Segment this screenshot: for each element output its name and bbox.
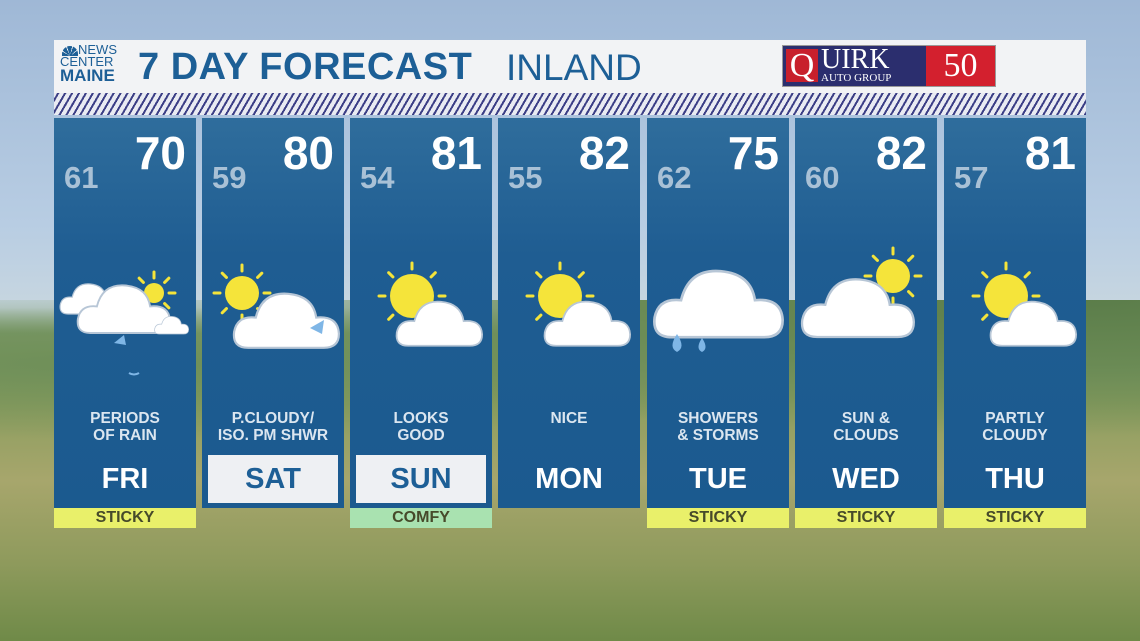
low-temp: 61 — [64, 160, 99, 195]
region-subtitle: INLAND — [506, 47, 642, 88]
low-temp: 54 — [360, 160, 395, 195]
logo-line-3: MAINE — [60, 66, 115, 85]
sun-cloud-icon — [377, 261, 484, 347]
day-column-tue: 62 75 SHOWERS & STORMS TUE — [647, 118, 789, 508]
condition-line-2: GOOD — [397, 427, 445, 444]
condition-text: PARTLY CLOUDY — [944, 410, 1086, 444]
day-label: SAT — [208, 455, 338, 503]
condition-line-1: NICE — [550, 410, 588, 427]
forecast-header: NEWS CENTER MAINE 7 DAY FORECAST INLAND … — [54, 40, 1086, 93]
condition-line-1: PARTLY — [985, 410, 1045, 427]
sponsor-sub: AUTO GROUP — [821, 72, 892, 84]
low-temp: 55 — [508, 160, 543, 195]
condition-text: SHOWERS & STORMS — [647, 410, 789, 444]
condition-text: LOOKS GOOD — [350, 410, 492, 444]
day-label: WED — [832, 463, 900, 495]
high-temp: 81 — [430, 127, 482, 179]
day-label: TUE — [689, 463, 747, 495]
comfort-tag: STICKY — [647, 508, 789, 528]
comfort-tag: STICKY — [944, 508, 1086, 528]
day-label: MON — [535, 463, 603, 495]
hatch-divider — [54, 93, 1086, 115]
page-title: 7 DAY FORECAST — [138, 46, 473, 88]
cloud-rain-sun-icon — [59, 270, 190, 376]
low-temp: 60 — [805, 160, 840, 195]
condition-line-1: SHOWERS — [677, 410, 759, 427]
day-label: THU — [985, 463, 1045, 495]
condition-line-2: CLOUDY — [982, 427, 1048, 444]
low-temp: 57 — [954, 160, 989, 195]
nbc-peacock-icon — [62, 46, 78, 56]
sponsor-logo: Q UIRK AUTO GROUP 50 — [782, 45, 996, 87]
day-column-thu: 57 81 PARTLY CLOUDY THU — [944, 118, 1086, 508]
high-temp: 82 — [875, 127, 927, 179]
news-center-maine-logo: NEWS CENTER MAINE — [60, 42, 126, 85]
condition-line-1: LOOKS — [393, 410, 449, 427]
condition-line-2: & STORMS — [677, 427, 759, 444]
day-label: SUN — [356, 455, 486, 503]
condition-text: SUN & CLOUDS — [795, 410, 937, 444]
high-temp: 80 — [282, 127, 334, 179]
high-temp: 82 — [578, 127, 630, 179]
day-column-sun: 54 81 LOOKS GOOD SUN — [350, 118, 492, 508]
cloud-sun-icon — [800, 246, 923, 339]
sponsor-name: UIRK — [821, 44, 890, 75]
condition-line-2: ISO. PM SHWR — [217, 427, 329, 444]
sponsor-badge: 50 — [926, 46, 995, 86]
comfort-tag: STICKY — [795, 508, 937, 528]
high-temp: 70 — [134, 127, 186, 179]
low-temp: 59 — [212, 160, 247, 195]
sun-cloud-icon — [525, 261, 632, 347]
comfort-tag: STICKY — [54, 508, 196, 528]
logo-line-1: NEWS — [78, 42, 117, 57]
condition-line-1: SUN & — [841, 410, 891, 427]
high-temp: 75 — [727, 127, 779, 179]
low-temp: 62 — [657, 160, 692, 195]
day-column-fri: 61 70 PERIODS OF RAIN FRI — [54, 118, 196, 508]
cloud-rain-icon — [653, 269, 785, 352]
condition-line-2: OF RAIN — [93, 427, 157, 444]
day-column-mon: 55 82 NICE MON — [498, 118, 640, 508]
logo-line-2: CENTER — [60, 54, 114, 69]
day-column-wed: 60 82 SUN & CLOUDS WED — [795, 118, 937, 508]
day-column-sat: 59 80 P.CLOUDY/ISO. PM SHWR SAT — [202, 118, 344, 508]
sponsor-letter: Q — [786, 49, 818, 83]
condition-line-1: P.CLOUDY/ — [231, 410, 315, 427]
high-temp: 81 — [1024, 127, 1076, 179]
sun-cloud-shower-icon — [212, 263, 341, 349]
condition-text: PERIODS OF RAIN — [54, 410, 196, 444]
day-label: FRI — [101, 463, 149, 495]
condition-text: P.CLOUDY/ISO. PM SHWR — [202, 410, 344, 444]
condition-line-1: PERIODS — [90, 410, 160, 427]
comfort-tag: COMFY — [350, 508, 492, 528]
sun-cloud-icon — [971, 261, 1078, 347]
condition-line-2: CLOUDS — [833, 427, 899, 444]
condition-text: NICE — [498, 410, 640, 427]
